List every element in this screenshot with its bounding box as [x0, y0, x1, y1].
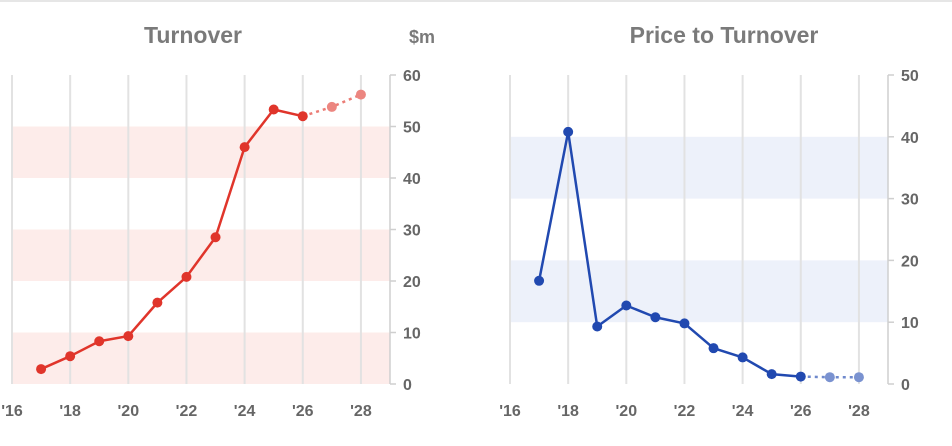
y-tick-label: 20	[901, 253, 919, 270]
grid-band	[12, 126, 390, 178]
series-line	[40, 108, 304, 371]
y-tick-label: 10	[403, 326, 421, 343]
data-point	[65, 351, 76, 362]
forecast-point	[326, 101, 337, 112]
data-point	[650, 312, 661, 323]
data-point	[766, 369, 777, 380]
x-tick-label: '28	[350, 403, 372, 420]
y-tick-label: 0	[403, 377, 412, 394]
data-point	[708, 343, 719, 354]
x-tick-label: '24	[732, 403, 754, 420]
y-tick-label: 50	[403, 120, 421, 137]
y-tick-label: 40	[901, 130, 919, 147]
data-point	[737, 352, 748, 363]
y-tick-label: 50	[901, 68, 919, 85]
x-tick-label: '16	[1, 403, 23, 420]
data-point	[94, 336, 105, 347]
grid-band	[510, 136, 888, 199]
chart-title: Price to Turnover	[630, 22, 819, 48]
data-point	[210, 232, 221, 243]
y-tick-label: 30	[901, 192, 919, 209]
forecast-point	[824, 372, 835, 383]
forecast-point	[355, 89, 366, 100]
x-tick-label: '28	[848, 403, 870, 420]
data-point	[795, 371, 806, 382]
x-tick-label: '20	[118, 403, 140, 420]
x-tick-label: '24	[234, 403, 256, 420]
data-point	[36, 364, 47, 375]
data-point	[123, 331, 134, 342]
y-axis-unit: $m	[409, 27, 435, 47]
y-tick-label: 60	[403, 68, 421, 85]
y-tick-label: 40	[403, 171, 421, 188]
data-point	[152, 297, 163, 308]
forecast-point	[853, 372, 864, 383]
x-tick-label: '22	[176, 403, 198, 420]
top-divider	[0, 0, 952, 2]
x-tick-label: '26	[790, 403, 812, 420]
y-tick-label: 20	[403, 274, 421, 291]
data-point	[181, 271, 192, 282]
x-tick-label: '22	[674, 403, 696, 420]
data-point	[239, 142, 250, 153]
data-point	[534, 275, 545, 286]
x-tick-label: '16	[499, 403, 521, 420]
y-tick-label: 10	[901, 315, 919, 332]
data-point	[621, 300, 632, 311]
x-tick-label: '18	[59, 403, 81, 420]
y-tick-label: 30	[403, 223, 421, 240]
series-line	[537, 130, 801, 378]
grid-band	[12, 332, 390, 384]
x-tick-label: '20	[616, 403, 638, 420]
data-point	[297, 111, 308, 122]
x-tick-label: '26	[292, 403, 314, 420]
grid-band	[510, 260, 888, 323]
data-point	[563, 126, 574, 137]
data-point	[592, 321, 603, 332]
chart-title: Turnover	[144, 22, 242, 48]
data-point	[268, 104, 279, 115]
price-to-turnover-chart: Price to Turnover 0 10 20 30 40 50 '16 '18 '20 '2…	[499, 22, 919, 420]
data-point	[679, 318, 690, 329]
y-tick-label: 0	[901, 377, 910, 394]
x-tick-label: '18	[557, 403, 579, 420]
turnover-chart: Turnover $m 0 10 20 30 40 50 60 '16 '18 '20 '22 '24…	[1, 22, 435, 420]
